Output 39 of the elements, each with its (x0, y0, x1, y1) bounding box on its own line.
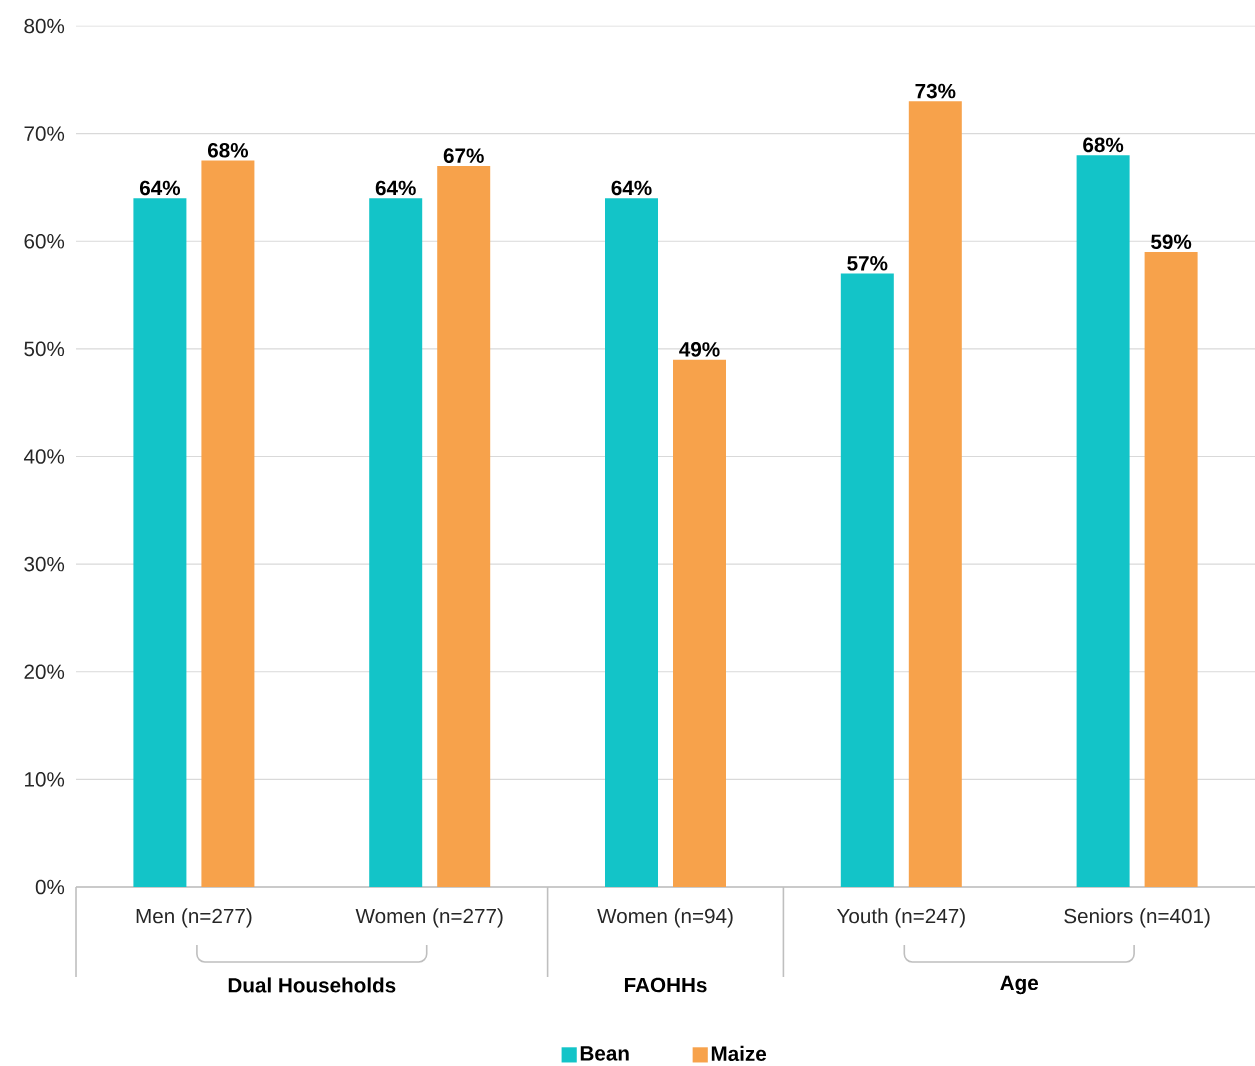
data-label: 64% (611, 180, 652, 196)
bar (201, 160, 255, 887)
data-label: 68% (207, 142, 249, 158)
data-label: 73% (915, 83, 956, 99)
legend-label: Maize (711, 1045, 767, 1062)
bar (1076, 155, 1130, 887)
x-tick-label: Men (n=277) (136, 908, 252, 928)
data-label: 49% (679, 342, 720, 357)
bar (673, 359, 727, 887)
bar (437, 165, 491, 887)
legend-label: Bean (580, 1046, 629, 1061)
data-label: 67% (443, 148, 484, 163)
y-tick-label: 0% (35, 879, 65, 895)
data-label: 59% (1151, 234, 1192, 250)
x-tick-label: Women (n=277) (355, 908, 503, 928)
y-tick-label: 10% (25, 772, 65, 787)
x-tick-label: Women (n=94) (597, 908, 733, 928)
bar (605, 198, 659, 887)
data-label: 64% (139, 180, 181, 196)
data-label: 64% (375, 180, 416, 196)
y-tick-label: 80% (24, 18, 65, 34)
data-label: 68% (1083, 137, 1124, 153)
bar (1144, 252, 1198, 887)
y-tick-label: 70% (24, 126, 65, 141)
text: Dual Households (228, 977, 396, 993)
y-tick-label: 60% (24, 233, 65, 249)
y-tick-label: 40% (23, 449, 65, 464)
data-label: 57% (847, 256, 888, 271)
bar (908, 101, 962, 887)
bar (369, 198, 423, 887)
x-tick-label: Youth (n=247) (836, 908, 965, 928)
text: FAOHHs (624, 977, 707, 993)
x-tick-label: Seniors (n=401) (1064, 908, 1210, 928)
y-tick-label: 20% (24, 664, 65, 680)
bar (840, 273, 894, 887)
y-tick-label: 50% (24, 341, 65, 357)
bar (133, 198, 187, 887)
y-tick-label: 30% (24, 556, 65, 572)
text: Age (1000, 975, 1039, 995)
